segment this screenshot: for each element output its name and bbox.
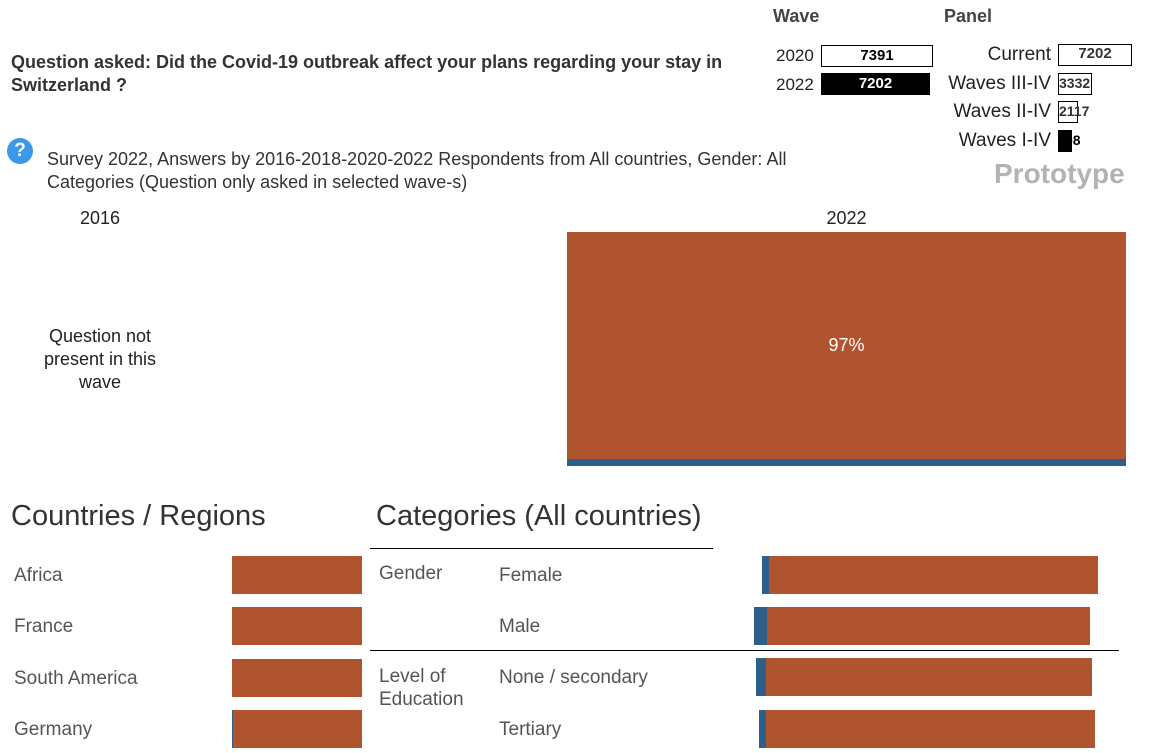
panel-header: Panel [944, 6, 993, 26]
panel-value-waves-i-iv: 98 [1065, 132, 1081, 148]
group-label-education: Level of Education [379, 666, 464, 710]
panel-bar-waves-i-iv[interactable]: 98 [1058, 130, 1081, 152]
category-label-tertiary: Tertiary [499, 719, 562, 740]
wave-header: Wave [773, 6, 820, 26]
category-bar-female[interactable] [762, 556, 1098, 594]
main-bar-segment-primary [567, 232, 1126, 463]
wave-column-2016: 2016 [80, 208, 121, 228]
survey-subtitle: Survey 2022, Answers by 2016-2018-2020-2… [47, 149, 787, 192]
main-stacked-bar[interactable]: 97% [567, 232, 1126, 466]
wave-year-2022: 2022 [776, 75, 814, 94]
category-bar-tertiary[interactable] [759, 710, 1095, 748]
category-bar-none-secondary[interactable] [756, 658, 1092, 696]
country-bar-germany-secondary [232, 710, 234, 748]
panel-label-current: Current [987, 44, 1051, 65]
category-bar-male-secondary [754, 607, 768, 645]
countries-section-title: Countries / Regions [11, 500, 266, 532]
category-bar-none-secondary-secondary [756, 658, 767, 696]
panel-label-waves-ii-iv: Waves II-IV [953, 101, 1051, 122]
country-label-africa: Africa [14, 565, 63, 586]
categories-group-divider [370, 650, 1119, 651]
categories-top-divider [370, 548, 713, 549]
question-title: Question asked: Did the Covid-19 outbrea… [11, 52, 723, 95]
prototype-watermark: Prototype [994, 158, 1125, 189]
categories-section-title: Categories (All countries) [376, 500, 702, 532]
country-label-france: France [14, 616, 74, 637]
category-label-female: Female [499, 565, 563, 586]
category-bar-tertiary-secondary [759, 710, 766, 748]
panel-label-waves-iii-iv: Waves III-IV [948, 73, 1051, 94]
category-label-none-secondary: None / secondary [499, 667, 648, 688]
category-label-male: Male [499, 616, 541, 637]
country-label-germany: Germany [14, 719, 93, 740]
wave-count-2020[interactable]: 7391 [821, 45, 933, 67]
main-bar-segment-secondary [567, 459, 1126, 466]
wave-count-2022[interactable]: 7202 [821, 73, 930, 95]
wave-year-2020: 2020 [776, 46, 814, 65]
country-bar-france[interactable] [232, 607, 362, 645]
not-present-note: Question not present in this wave [43, 326, 157, 392]
country-bar-africa[interactable] [232, 556, 362, 594]
country-bar-germany[interactable] [232, 710, 362, 748]
panel-bar-current[interactable]: 7202 [1058, 44, 1132, 66]
panel-value-waves-ii-iv: 2117 [1059, 103, 1090, 119]
category-bar-male[interactable] [754, 607, 1090, 645]
panel-label-waves-i-iv: Waves I-IV [958, 130, 1051, 151]
panel-value-waves-iii-iv: 3332 [1059, 75, 1091, 91]
panel-bar-waves-ii-iv[interactable]: 2117 [1058, 101, 1089, 123]
panel-fill-waves-i-iv [1058, 130, 1072, 152]
panel-bar-waves-iii-iv[interactable]: 3332 [1058, 73, 1092, 95]
group-label-gender: Gender [379, 563, 443, 584]
wave-column-2022: 2022 [826, 208, 867, 228]
main-bar-data-label: 97% [828, 335, 865, 355]
question-mark-icon[interactable]: ? [7, 138, 33, 164]
country-bar-south-america[interactable] [232, 659, 362, 697]
panel-value-current: 7202 [1078, 45, 1112, 62]
country-label-south-america: South America [14, 668, 138, 689]
category-bar-female-secondary [762, 556, 769, 594]
